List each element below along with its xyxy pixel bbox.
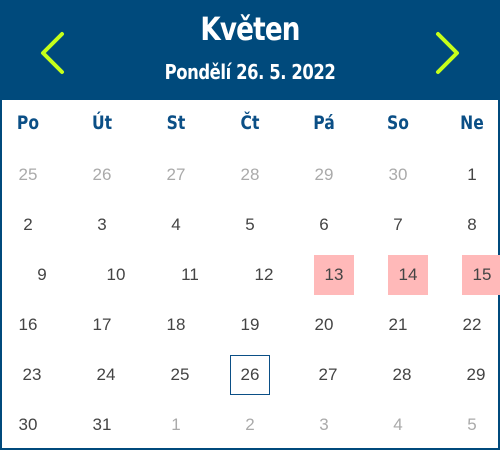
day-cell[interactable]: 3 bbox=[97, 215, 107, 234]
day-cell[interactable]: 16 bbox=[18, 315, 38, 334]
day-cell[interactable]: 10 bbox=[106, 265, 126, 284]
day-cell[interactable]: 6 bbox=[319, 215, 329, 234]
chevron-right-icon bbox=[436, 32, 459, 74]
chevron-left-icon bbox=[41, 32, 64, 74]
day-cell[interactable]: 30 bbox=[18, 415, 38, 434]
day-cell[interactable]: 30 bbox=[388, 165, 408, 184]
day-cell[interactable]: 4 bbox=[393, 415, 403, 434]
weekday-label: Po bbox=[16, 112, 40, 134]
weekday-label: Út bbox=[91, 112, 113, 134]
day-cell[interactable]: 1 bbox=[171, 415, 181, 434]
day-cell[interactable]: 29 bbox=[314, 165, 334, 184]
day-cell[interactable]: 31 bbox=[92, 415, 112, 434]
day-cell[interactable]: 27 bbox=[166, 165, 186, 184]
day-cell[interactable]: 27 bbox=[318, 365, 338, 384]
day-cell[interactable]: 13 bbox=[314, 255, 354, 295]
day-cell[interactable]: 4 bbox=[171, 215, 181, 234]
day-cell[interactable]: 20 bbox=[314, 315, 334, 334]
weekday-label: Ne bbox=[460, 112, 484, 134]
day-cell[interactable]: 2 bbox=[23, 215, 33, 234]
prev-month-button[interactable] bbox=[32, 28, 72, 78]
day-cell[interactable]: 14 bbox=[388, 255, 428, 295]
day-cell[interactable]: 28 bbox=[240, 165, 260, 184]
day-cell[interactable]: 11 bbox=[181, 265, 199, 284]
day-cell[interactable]: 22 bbox=[462, 315, 482, 334]
day-cell[interactable]: 17 bbox=[92, 315, 112, 334]
weekday-label: St bbox=[166, 112, 186, 134]
selected-day-cell[interactable]: 26 bbox=[230, 355, 270, 395]
calendar-header: Květen Pondělí 26. 5. 2022 bbox=[0, 0, 500, 100]
day-cell[interactable]: 29 bbox=[466, 365, 486, 384]
day-cell[interactable]: 9 bbox=[37, 265, 47, 284]
day-cell[interactable]: 25 bbox=[18, 165, 38, 184]
day-cell[interactable]: 26 bbox=[92, 165, 112, 184]
weekday-label: Pá bbox=[313, 112, 335, 134]
next-month-button[interactable] bbox=[428, 28, 468, 78]
day-cell[interactable]: 1 bbox=[467, 165, 477, 184]
day-cell[interactable]: 5 bbox=[467, 415, 477, 434]
day-cell[interactable]: 23 bbox=[22, 365, 42, 384]
day-cell[interactable]: 15 bbox=[462, 255, 500, 295]
day-cell[interactable]: 24 bbox=[96, 365, 116, 384]
weekday-label: So bbox=[387, 112, 409, 134]
day-cell[interactable]: 12 bbox=[254, 265, 274, 284]
selected-date-label: Pondělí 26. 5. 2022 bbox=[164, 60, 336, 84]
day-cell[interactable]: 2 bbox=[245, 415, 255, 434]
day-cell[interactable]: 5 bbox=[245, 215, 255, 234]
day-cell[interactable]: 3 bbox=[319, 415, 329, 434]
day-cell[interactable]: 19 bbox=[240, 315, 260, 334]
calendar-grid: Po Út St Čt Pá So Ne 25 26 27 28 29 30 1 2 3 4 5 6 7 8 9 10 11 1… bbox=[2, 100, 500, 448]
weekday-label: Čt bbox=[240, 112, 260, 134]
day-cell[interactable]: 8 bbox=[467, 215, 477, 234]
day-cell[interactable]: 21 bbox=[388, 315, 408, 334]
day-cell[interactable]: 18 bbox=[166, 315, 186, 334]
day-cell[interactable]: 25 bbox=[170, 365, 190, 384]
day-cell[interactable]: 7 bbox=[393, 215, 403, 234]
day-cell[interactable]: 28 bbox=[392, 365, 412, 384]
month-title: Květen bbox=[200, 10, 300, 48]
